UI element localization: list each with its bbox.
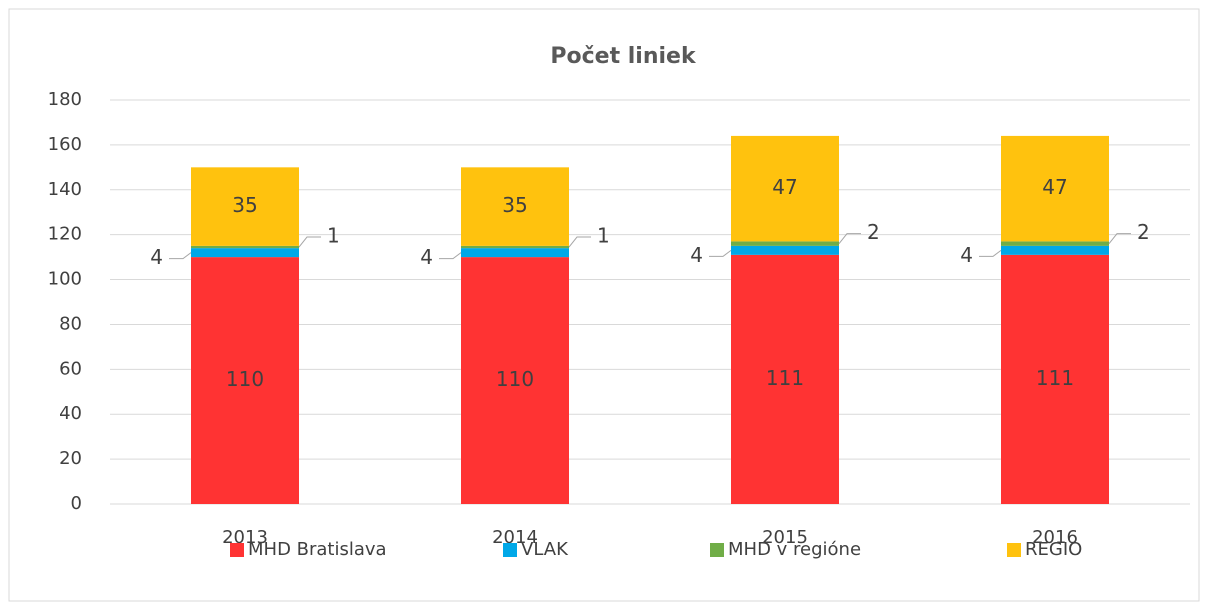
legend-label: VLAK <box>521 539 569 560</box>
bar-segment <box>731 135 839 242</box>
legend-label: MHD Bratislava <box>248 539 387 560</box>
leader-line <box>298 236 321 248</box>
bar-segment <box>191 257 299 504</box>
legend-swatch <box>230 543 244 557</box>
data-label: 35 <box>232 193 257 217</box>
y-tick-label: 100 <box>48 269 82 290</box>
bar-segment <box>461 248 569 258</box>
data-label: 35 <box>502 193 527 217</box>
bar-segment <box>461 167 569 246</box>
bar-segment <box>1001 135 1109 242</box>
x-tick-label: 2016 <box>1032 527 1078 548</box>
bar-segment <box>1001 245 1109 255</box>
legend-label: REGIO <box>1025 539 1082 560</box>
bar-segment <box>731 245 839 255</box>
legend-swatch <box>710 543 724 557</box>
data-label: 111 <box>1036 366 1074 390</box>
data-label: 110 <box>496 367 534 391</box>
data-label: 4 <box>150 245 163 269</box>
y-tick-label: 160 <box>48 134 82 155</box>
y-tick-label: 140 <box>48 179 82 200</box>
legend-label: MHD v regióne <box>728 539 861 560</box>
legend-swatch <box>1007 543 1021 557</box>
bar-segment <box>191 167 299 246</box>
y-tick-label: 180 <box>48 89 82 110</box>
y-tick-label: 120 <box>48 224 82 245</box>
y-tick-label: 60 <box>59 358 82 379</box>
data-label: 47 <box>772 175 797 199</box>
leader-line <box>709 249 732 257</box>
leader-line <box>979 249 1002 257</box>
data-label: 2 <box>867 220 880 244</box>
bar-segment <box>1001 241 1109 246</box>
y-tick-label: 20 <box>59 448 82 469</box>
bar-segment <box>461 257 569 504</box>
bar-segment <box>461 245 569 249</box>
data-label: 1 <box>327 224 340 248</box>
data-label: 4 <box>690 243 703 267</box>
chart-title: Počet liniek <box>550 44 697 69</box>
bar-segment <box>191 248 299 258</box>
y-tick-label: 0 <box>71 493 82 514</box>
x-tick-label: 2013 <box>222 527 268 548</box>
data-label: 110 <box>226 367 264 391</box>
legend-swatch <box>503 543 517 557</box>
bar-segment <box>191 245 299 249</box>
y-tick-label: 80 <box>59 313 82 334</box>
leader-line <box>1108 233 1131 244</box>
data-label: 47 <box>1042 175 1067 199</box>
data-label: 111 <box>766 366 804 390</box>
data-label: 4 <box>420 245 433 269</box>
x-tick-label: 2015 <box>762 527 808 548</box>
leader-line <box>568 236 591 248</box>
bar-segment <box>1001 254 1109 504</box>
data-label: 4 <box>960 243 973 267</box>
leader-line <box>838 233 861 244</box>
data-label: 1 <box>597 224 610 248</box>
bar-segment <box>731 254 839 504</box>
bar-segment <box>731 241 839 246</box>
leader-line <box>169 252 192 260</box>
data-label: 2 <box>1137 220 1150 244</box>
leader-line <box>439 252 462 260</box>
x-tick-label: 2014 <box>492 527 538 548</box>
y-tick-label: 40 <box>59 403 82 424</box>
